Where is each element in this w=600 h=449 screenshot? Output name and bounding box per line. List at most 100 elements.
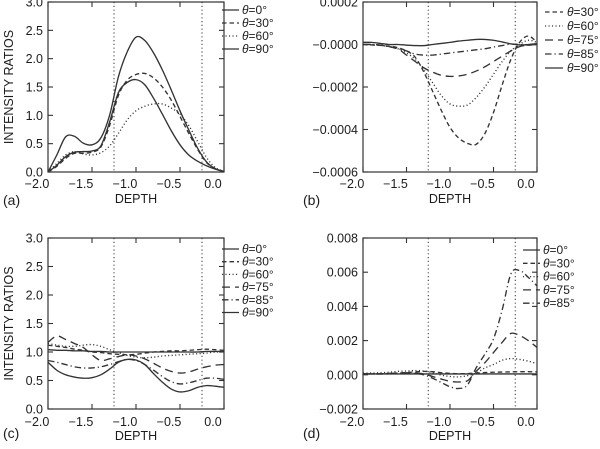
y-tick-label: −0.0000 <box>312 38 358 52</box>
panel-d: −2.0 −1.5 −1.0 −0.5 0.0 0.008 0.006 0.004 0.002 0… <box>303 232 575 444</box>
y-tick-label: 2.0 <box>26 289 43 303</box>
y-tick-label: 2.5 <box>26 260 43 274</box>
x-tick-label: −1.0 <box>113 177 138 191</box>
legend-label: θ=0° <box>543 243 568 257</box>
x-tick-label: −1.5 <box>383 415 408 429</box>
plot-box <box>47 237 225 410</box>
panel-c: −2.0 −1.5 −1.0 −0.5 0.0 0.0 0.5 1.0 1.5 2.0 2.5 3.0… <box>2 232 274 444</box>
y-tick-label: 1.5 <box>26 317 43 331</box>
y-tick-label: 0.0002 <box>320 0 358 10</box>
x-tick-label: −0.5 <box>157 415 182 429</box>
legend-label: θ=75° <box>543 283 575 297</box>
x-tick-label: −1.0 <box>113 415 138 429</box>
depth-axis-label: DEPTH <box>429 429 471 443</box>
y-tick-label: 0.0 <box>26 166 43 180</box>
plot-box <box>362 237 538 410</box>
y-tick-label: −0.0004 <box>312 123 358 137</box>
curve-a-θ=90° <box>48 35 224 172</box>
y-tick-label: 0.5 <box>26 374 43 388</box>
x-tick-label: −0.5 <box>157 177 182 191</box>
legend-d: θ=0°θ=30°θ=60°θ=75°θ=85° <box>523 243 575 310</box>
y-tick-label: 0.006 <box>327 266 358 280</box>
intensity-ratios-axis-label: INTENSITY RATIOS <box>2 30 16 144</box>
curves-c <box>48 335 224 393</box>
curve-d-θ=30° <box>363 370 537 375</box>
x-tick-label: −1.5 <box>69 415 94 429</box>
legend-label: θ=90° <box>242 42 274 56</box>
legend-label: θ=85° <box>543 296 575 310</box>
y-tick-label: 2.5 <box>26 24 43 38</box>
y-tick-label: 1.5 <box>26 81 43 95</box>
y-tick-label: 3.0 <box>26 232 43 246</box>
y-tick-label: 3.0 <box>26 0 43 10</box>
legend-label: θ=0° <box>242 242 267 256</box>
curves-a <box>48 35 224 172</box>
legend-label: θ=85° <box>567 47 599 61</box>
depth-axis-label: DEPTH <box>115 192 157 206</box>
x-tick-label: −0.5 <box>470 177 495 191</box>
x-tick-label: −2.0 <box>340 415 365 429</box>
legend-label: θ=90° <box>242 306 274 320</box>
legend-b: θ=30°θ=60°θ=75°θ=85°θ=90° <box>545 5 599 75</box>
panel-b: −2.0 −1.5 −1.0 −0.5 0.0 0.0002 −0.0000 −0.0002 −… <box>303 0 599 208</box>
legend-label: θ=30° <box>543 256 575 270</box>
curve-b-θ=30° <box>363 35 537 146</box>
curve-d-θ=75° <box>363 332 537 383</box>
y-tick-label: 1.0 <box>26 109 43 123</box>
x-tick-label: −2.0 <box>340 177 365 191</box>
y-tick-label: 0.000 <box>327 368 358 382</box>
legend-label: θ=75° <box>242 280 274 294</box>
panel-corner-label: (b) <box>303 192 320 208</box>
x-tick-label: −0.5 <box>470 415 495 429</box>
x-tick-label: −1.5 <box>69 177 94 191</box>
y-tick-label: 0.002 <box>327 334 358 348</box>
legend-c: θ=0°θ=30°θ=60°θ=75°θ=85°θ=90° <box>222 242 274 320</box>
legend-label: θ=30° <box>242 255 274 269</box>
curve-b-θ=85° <box>363 43 537 56</box>
legend-label: θ=85° <box>242 293 274 307</box>
x-tick-label: −2.0 <box>25 177 50 191</box>
curve-c-θ=0° <box>48 358 224 393</box>
depth-axis-label: DEPTH <box>429 192 471 206</box>
x-tick-label: −1.0 <box>427 177 452 191</box>
curve-c-θ=85° <box>48 358 224 385</box>
curve-c-θ=90° <box>48 349 224 353</box>
legend-label: θ=60° <box>242 29 274 43</box>
y-tick-label: −0.0002 <box>312 81 358 95</box>
legend-label: θ=30° <box>242 16 274 30</box>
x-tick-label: 0.0 <box>517 415 534 429</box>
curves-b <box>363 35 537 146</box>
legend-label: θ=30° <box>567 5 599 19</box>
panel-corner-label: (a) <box>3 192 20 208</box>
x-tick-label: 0.0 <box>517 177 534 191</box>
y-tick-label: 0.004 <box>327 300 358 314</box>
curve-c-θ=75° <box>48 335 224 374</box>
panel-corner-label: (c) <box>3 425 19 441</box>
legend-label: θ=60° <box>567 19 599 33</box>
legend-a: θ=0°θ=30°θ=60°θ=90° <box>222 3 274 56</box>
legend-label: θ=60° <box>543 270 575 284</box>
y-tick-label: 2.0 <box>26 52 43 66</box>
x-tick-label: 0.0 <box>204 177 221 191</box>
plot-box <box>47 1 225 173</box>
y-tick-label: 0.008 <box>327 232 358 246</box>
curve-d-θ=60° <box>363 357 537 378</box>
curve-a-θ=0° <box>48 78 224 172</box>
y-tick-label: 0.0 <box>26 403 43 417</box>
y-tick-label: −0.002 <box>319 403 358 417</box>
panel-corner-label: (d) <box>303 425 320 441</box>
panel-a: −2.0 −1.5 −1.0 −0.5 0.0 0.0 0.5 1.0 1.5 2.0 2.5 3.0… <box>2 0 274 208</box>
x-tick-label: 0.0 <box>204 415 221 429</box>
y-tick-label: 0.5 <box>26 137 43 151</box>
y-tick-label: 1.0 <box>26 346 43 360</box>
intensity-ratios-axis-label: INTENSITY RATIOS <box>2 266 16 380</box>
x-tick-label: −1.0 <box>427 415 452 429</box>
x-tick-label: −2.0 <box>25 415 50 429</box>
curve-a-θ=30° <box>48 72 224 172</box>
curve-d-θ=85° <box>363 268 537 390</box>
legend-label: θ=0° <box>242 3 267 17</box>
curve-c-θ=30° <box>48 344 224 356</box>
legend-label: θ=75° <box>567 33 599 47</box>
